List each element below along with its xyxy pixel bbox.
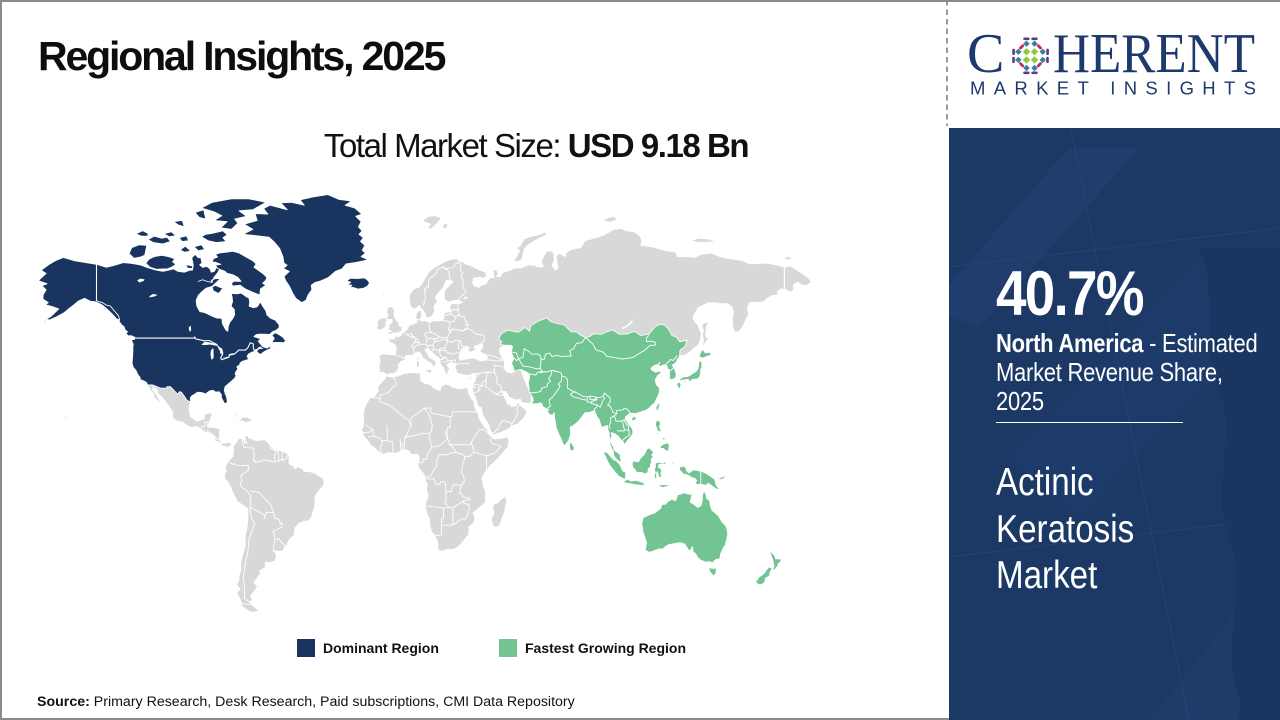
svg-text:C: C (969, 27, 1004, 85)
svg-text:HERENT: HERENT (1053, 27, 1255, 85)
svg-text:MARKET INSIGHTS: MARKET INSIGHTS (970, 78, 1261, 99)
